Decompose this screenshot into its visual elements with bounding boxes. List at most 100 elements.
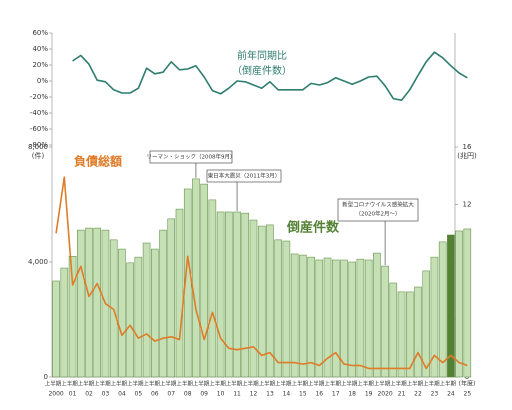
x-tick-label: 上半期 bbox=[176, 380, 193, 388]
annotation-text: リーマン・ショック（2008年9月） bbox=[147, 153, 236, 161]
bar bbox=[299, 254, 307, 378]
x-year-label: 24 bbox=[447, 391, 455, 398]
x-tick-label: 上半期 bbox=[143, 380, 160, 388]
bar bbox=[455, 230, 463, 378]
bar bbox=[323, 257, 332, 378]
x-year-label: 10 bbox=[217, 391, 225, 398]
x-year-label: 2020 bbox=[377, 391, 392, 398]
yoy-label: 前年同期比 bbox=[237, 49, 287, 62]
y2-unit: (兆円) bbox=[457, 151, 477, 160]
annotation-text: 新型コロナウイルス感染拡大 bbox=[342, 201, 414, 209]
bar bbox=[315, 259, 324, 378]
x-tick-label: 上半期 bbox=[127, 380, 144, 388]
x-year-label: 03 bbox=[102, 391, 110, 398]
bar bbox=[167, 218, 176, 378]
bar bbox=[52, 280, 60, 378]
x-year-label: 23 bbox=[431, 391, 439, 398]
y-tick-label: 0 bbox=[44, 373, 48, 381]
bar bbox=[340, 259, 348, 378]
x-tick-label: 上半期 bbox=[407, 380, 424, 388]
bar bbox=[126, 262, 134, 378]
bar bbox=[307, 256, 315, 378]
x-tick-label: 上半期 bbox=[160, 380, 177, 388]
bar bbox=[216, 211, 225, 378]
debt-label: 負債総額 bbox=[74, 154, 122, 169]
x-year-label: 16 bbox=[315, 391, 323, 398]
debt-line bbox=[55, 176, 468, 370]
x-year-label: 2000 bbox=[48, 391, 63, 398]
x-tick-label: 上半期 bbox=[226, 380, 243, 388]
x-tick-label: 上半期 bbox=[111, 380, 128, 388]
x-tick-label: 上半期 bbox=[45, 380, 62, 388]
x-year-label: 18 bbox=[348, 391, 356, 398]
x-year-label: 07 bbox=[167, 391, 175, 398]
bar bbox=[208, 199, 217, 378]
x-tick-label: 上半期 bbox=[341, 380, 358, 388]
bar bbox=[447, 234, 455, 378]
bar bbox=[282, 240, 291, 378]
bar bbox=[422, 270, 430, 378]
bar bbox=[77, 229, 85, 378]
bar bbox=[192, 178, 200, 378]
annotation-box bbox=[206, 169, 282, 183]
x-tick-label: 上半期 bbox=[357, 380, 374, 388]
x-year-label: 25 bbox=[464, 391, 472, 398]
x-year-label: 06 bbox=[151, 391, 159, 398]
annotation-box bbox=[337, 198, 419, 222]
bar bbox=[463, 228, 472, 378]
annotation-text: （2020年2月～） bbox=[356, 210, 401, 218]
y3-tick-label: 20% bbox=[32, 61, 48, 69]
bar bbox=[142, 242, 151, 378]
x-tick-label: 上半期 bbox=[324, 380, 341, 388]
x-tick-label: 上半期 bbox=[423, 380, 440, 388]
x-tick-label: 上半期 bbox=[94, 380, 111, 388]
bar bbox=[233, 211, 241, 378]
annotation-box bbox=[149, 150, 233, 164]
bar bbox=[266, 224, 274, 378]
bar bbox=[414, 286, 422, 378]
bar bbox=[397, 291, 406, 378]
bar bbox=[68, 256, 77, 378]
bar bbox=[151, 248, 159, 378]
bar bbox=[438, 241, 447, 378]
x-year-label: 11 bbox=[233, 391, 241, 398]
y3-tick-label: 60% bbox=[32, 29, 48, 37]
count-label: 倒産件数 bbox=[286, 220, 340, 236]
bar bbox=[241, 212, 250, 378]
y-tick-label: 4,000 bbox=[28, 258, 48, 266]
y-tick-label: 8,000 bbox=[28, 143, 48, 151]
x-tick-label: 上半期 bbox=[259, 380, 276, 388]
x-tick-label: 上半期 bbox=[193, 380, 210, 388]
y-unit: (件) bbox=[32, 151, 45, 160]
bar bbox=[85, 227, 93, 378]
x-tick-label: 上半期 bbox=[308, 380, 325, 388]
x-year-label: 02 bbox=[85, 391, 93, 398]
x-tick-label: 上半期 bbox=[61, 380, 78, 388]
x-tick-label: 上半期 bbox=[78, 380, 95, 388]
x-year-label: 15 bbox=[299, 391, 307, 398]
bar bbox=[290, 253, 299, 378]
bar bbox=[257, 225, 266, 378]
x-tick-label: 上半期 bbox=[242, 380, 259, 388]
bar bbox=[93, 227, 101, 378]
y2-tick-label: 12 bbox=[463, 201, 472, 209]
bar bbox=[331, 259, 340, 378]
y3-tick-label: 0% bbox=[37, 77, 48, 85]
x-year-label: 17 bbox=[332, 391, 340, 398]
x-year-label: 04 bbox=[118, 391, 126, 398]
x-year-label: 12 bbox=[250, 391, 258, 398]
bar bbox=[348, 261, 356, 378]
bar bbox=[249, 219, 258, 378]
bar bbox=[159, 229, 167, 378]
bar bbox=[356, 258, 365, 378]
bar bbox=[381, 265, 389, 378]
bar bbox=[389, 282, 398, 378]
x-year-label: 22 bbox=[414, 391, 422, 398]
bar bbox=[60, 267, 69, 378]
x-tick-label: 上半期 bbox=[275, 380, 292, 388]
bar bbox=[134, 256, 143, 378]
y3-tick-label: -60% bbox=[30, 125, 48, 133]
bar bbox=[200, 183, 208, 378]
y3-tick-label: -40% bbox=[30, 109, 48, 117]
